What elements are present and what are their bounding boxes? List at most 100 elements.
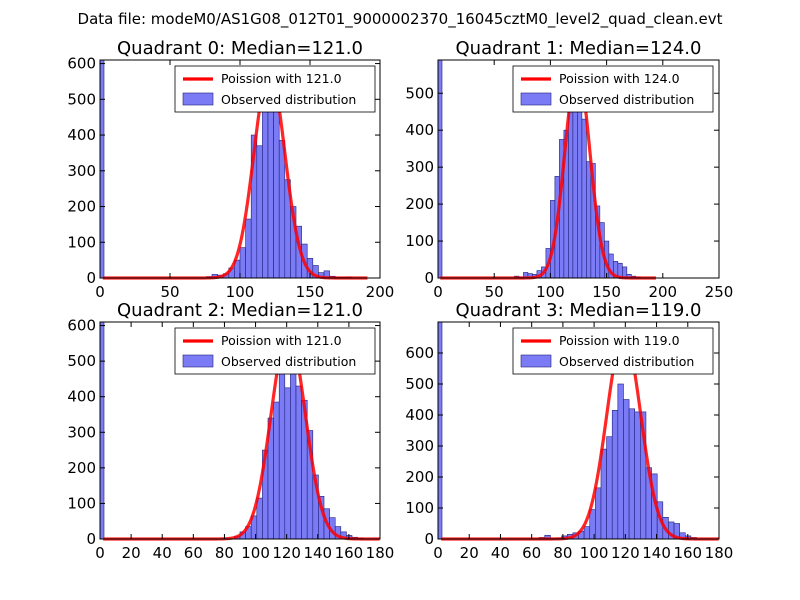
legend-line-label: Poission with 124.0 — [559, 71, 680, 86]
y-tick-label: 300 — [405, 437, 434, 455]
y-tick-label: 0 — [86, 530, 96, 548]
legend-bar-label: Observed distribution — [221, 354, 356, 369]
legend-bar-swatch — [520, 354, 552, 368]
hist-bar — [634, 411, 641, 540]
x-tick-label: 140 — [303, 544, 332, 562]
y-tick-label: 200 — [405, 468, 434, 486]
x-tick-label: 80 — [215, 544, 234, 562]
legend: Poission with 124.0 Observed distribution — [512, 65, 714, 113]
hist-bar — [600, 448, 607, 540]
y-tick-label: 600 — [67, 55, 96, 73]
x-tick-label: 120 — [611, 544, 640, 562]
x-tick-label: 100 — [536, 283, 565, 301]
hist-bar — [581, 118, 587, 279]
x-tick-label: 60 — [184, 544, 203, 562]
y-tick-label: 600 — [67, 317, 96, 335]
legend: Poission with 121.0 Observed distribution — [174, 327, 376, 375]
hist-bar — [611, 410, 619, 540]
legend: Poission with 119.0 Observed distribution — [512, 327, 714, 375]
panel-quadrant-2: 0 20 40 60 80 100 120 140 160 1800100200300400500… — [67, 300, 394, 562]
y-tick-label: 400 — [405, 406, 434, 424]
y-tick-label: 300 — [67, 423, 96, 441]
x-tick-label: 100 — [580, 544, 609, 562]
x-tick-label: 40 — [153, 544, 172, 562]
hist-bar — [278, 140, 286, 279]
hist-bar-zero — [437, 321, 443, 540]
x-tick-label: 140 — [642, 544, 671, 562]
legend-bar-swatch — [182, 354, 214, 368]
hist-bar-zero — [99, 321, 105, 540]
x-tick-label: 150 — [296, 283, 325, 301]
y-tick-label: 500 — [405, 84, 434, 102]
axes-frame — [99, 321, 381, 540]
y-tick-label: 400 — [67, 388, 96, 406]
y-tick-label: 200 — [67, 198, 96, 216]
y-tick-label: 500 — [67, 90, 96, 108]
panel-quadrant-3: 0 20 40 60 80 100 120 140 160 1800100200300400500… — [405, 300, 733, 562]
axes-frame — [437, 321, 720, 540]
x-tick-label: 160 — [335, 544, 364, 562]
legend-line-label: Poission with 119.0 — [559, 333, 680, 348]
y-tick-label: 300 — [405, 158, 434, 176]
hist-bar — [239, 247, 246, 279]
panel-title: Quadrant 2: Median=121.0 — [117, 300, 363, 321]
hist-bar — [606, 436, 613, 540]
figure-title: Data file: modeM0/AS1G08_012T01_90000023… — [78, 10, 723, 29]
x-tick-label: 20 — [460, 544, 479, 562]
y-tick-label: 100 — [405, 232, 434, 250]
x-tick-label: 180 — [705, 544, 734, 562]
y-tick-label: 600 — [405, 344, 434, 362]
hist-bar — [290, 351, 297, 540]
x-tick-label: 50 — [160, 283, 179, 301]
x-tick-label: 100 — [241, 544, 270, 562]
hist-bar-zero — [99, 59, 105, 279]
y-tick-label: 200 — [67, 459, 96, 477]
y-tick-label: 100 — [67, 233, 96, 251]
y-tick-label: 400 — [67, 126, 96, 144]
x-tick-label: 40 — [491, 544, 510, 562]
x-tick-label: 20 — [122, 544, 141, 562]
hist-bar — [256, 497, 263, 540]
hist-bar — [278, 367, 286, 540]
hist-bar — [623, 399, 630, 540]
legend-line-label: Poission with 121.0 — [221, 333, 342, 348]
hist-bar — [586, 161, 592, 279]
hist-bar — [267, 99, 274, 279]
x-tick-label: 180 — [366, 544, 395, 562]
hist-bar — [284, 387, 291, 540]
panel-title: Quadrant 3: Median=119.0 — [456, 300, 702, 321]
axes-frame — [437, 59, 720, 279]
y-tick-label: 0 — [424, 530, 434, 548]
y-tick-label: 500 — [405, 375, 434, 393]
x-tick-label: 200 — [648, 283, 677, 301]
y-tick-label: 0 — [86, 269, 96, 287]
legend-bar-label: Observed distribution — [559, 354, 694, 369]
x-tick-label: 0 — [95, 544, 105, 562]
hist-bar — [595, 487, 602, 540]
hist-bar — [273, 401, 280, 540]
hist-bar — [245, 218, 252, 279]
legend-line-label: Poission with 121.0 — [221, 71, 342, 86]
panel-quadrant-0: 0 50 100 150 200 0 100 200 300 400 500 600 Quadrant … — [67, 38, 394, 301]
y-tick-label: 200 — [405, 195, 434, 213]
y-tick-label: 500 — [67, 352, 96, 370]
panel-quadrant-1: 0 50 100 150 200 250 0 100 200 300 400 500 Quadrant … — [405, 38, 733, 301]
legend-bar-swatch — [520, 92, 552, 106]
x-tick-label: 0 — [95, 283, 105, 301]
x-tick-label: 250 — [705, 283, 734, 301]
x-tick-label: 100 — [226, 283, 255, 301]
x-tick-label: 150 — [592, 283, 621, 301]
x-tick-label: 60 — [522, 544, 541, 562]
legend-bar-label: Observed distribution — [221, 92, 356, 107]
x-tick-label: 80 — [553, 544, 572, 562]
y-tick-label: 400 — [405, 121, 434, 139]
y-tick-label: 100 — [405, 499, 434, 517]
panel-title: Quadrant 0: Median=121.0 — [117, 38, 363, 59]
hist-bar — [583, 526, 591, 540]
x-tick-label: 0 — [433, 544, 443, 562]
panel-title: Quadrant 1: Median=124.0 — [456, 38, 702, 59]
hist-bar — [256, 145, 263, 279]
x-tick-label: 0 — [433, 283, 443, 301]
y-tick-label: 0 — [424, 269, 434, 287]
x-tick-label: 160 — [673, 544, 702, 562]
